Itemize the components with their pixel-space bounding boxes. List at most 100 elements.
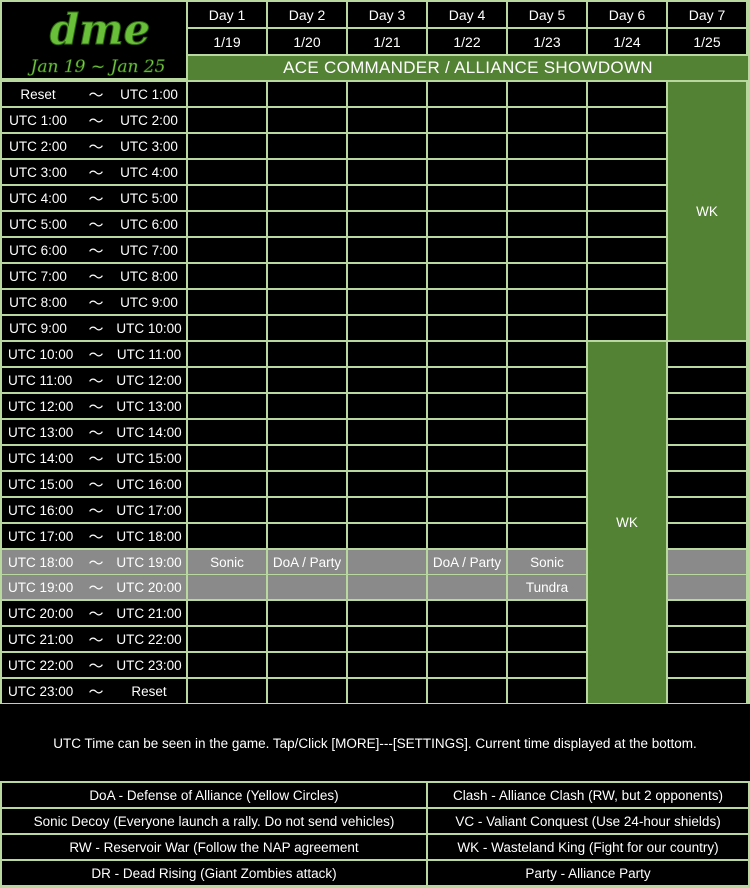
schedule-cell bbox=[188, 498, 266, 522]
schedule-cell bbox=[508, 290, 586, 314]
schedule-cell bbox=[508, 368, 586, 392]
day-header: Day 1 bbox=[188, 2, 266, 27]
slot-end: UTC 23:00 bbox=[116, 657, 182, 673]
slot-start: UTC 16:00 bbox=[8, 502, 74, 518]
slot-separator: ～ bbox=[88, 424, 104, 442]
schedule-cell bbox=[348, 550, 426, 574]
slot-end: Reset bbox=[131, 683, 167, 699]
schedule-cell bbox=[348, 290, 426, 314]
event-cell: Sonic bbox=[508, 550, 586, 574]
schedule-cell bbox=[508, 446, 586, 470]
schedule-cell bbox=[428, 316, 506, 340]
schedule-cell bbox=[428, 601, 506, 625]
schedule-cell bbox=[188, 627, 266, 651]
schedule-cell bbox=[508, 601, 586, 625]
schedule-cell bbox=[668, 368, 746, 392]
schedule-cell bbox=[348, 601, 426, 625]
schedule-cell bbox=[188, 82, 266, 106]
schedule-cell bbox=[508, 264, 586, 288]
schedule-cell bbox=[268, 653, 346, 677]
schedule-cell bbox=[428, 420, 506, 444]
time-slot: UTC 22:00 ～ UTC 23:00 bbox=[2, 653, 186, 677]
schedule-cell bbox=[508, 134, 586, 158]
time-slot: UTC 23:00 ～ Reset bbox=[2, 679, 186, 703]
day-header: Day 4 bbox=[428, 2, 506, 27]
schedule-cell bbox=[188, 446, 266, 470]
slot-separator: ～ bbox=[88, 164, 104, 182]
slot-end: UTC 1:00 bbox=[120, 86, 178, 102]
schedule-cell bbox=[268, 575, 346, 599]
schedule-cell bbox=[268, 264, 346, 288]
schedule-cell bbox=[348, 368, 426, 392]
schedule-cell bbox=[508, 394, 586, 418]
schedule-cell bbox=[348, 186, 426, 210]
slot-separator: ～ bbox=[88, 294, 104, 312]
schedule-cell bbox=[268, 160, 346, 184]
slot-end: UTC 21:00 bbox=[116, 605, 182, 621]
schedule-cell bbox=[268, 186, 346, 210]
day-date: 1/22 bbox=[428, 29, 506, 54]
time-slot: UTC 3:00 ～ UTC 4:00 bbox=[2, 160, 186, 184]
schedule-cell bbox=[508, 472, 586, 496]
schedule-cell bbox=[428, 575, 506, 599]
schedule-cell bbox=[268, 342, 346, 366]
schedule-cell bbox=[668, 420, 746, 444]
schedule-cell bbox=[268, 316, 346, 340]
slot-separator: ～ bbox=[88, 528, 104, 546]
slot-end: UTC 2:00 bbox=[120, 112, 178, 128]
schedule-cell bbox=[588, 212, 666, 236]
time-slot: UTC 13:00 ～ UTC 14:00 bbox=[2, 420, 186, 444]
schedule-cell bbox=[188, 420, 266, 444]
schedule-cell bbox=[348, 394, 426, 418]
time-slot: UTC 15:00 ～ UTC 16:00 bbox=[2, 472, 186, 496]
slot-separator: ～ bbox=[88, 190, 104, 208]
schedule-cell bbox=[588, 316, 666, 340]
schedule-cell bbox=[348, 264, 426, 288]
logo-mark: dme bbox=[50, 5, 151, 54]
slot-start: UTC 21:00 bbox=[8, 631, 74, 647]
day-date: 1/23 bbox=[508, 29, 586, 54]
schedule-cell bbox=[668, 575, 746, 599]
slot-end: UTC 16:00 bbox=[116, 476, 182, 492]
slot-end: UTC 14:00 bbox=[116, 424, 182, 440]
time-slot: UTC 2:00 ～ UTC 3:00 bbox=[2, 134, 186, 158]
schedule-cell bbox=[668, 498, 746, 522]
slot-end: UTC 13:00 bbox=[116, 398, 182, 414]
schedule-cell bbox=[268, 679, 346, 703]
schedule-cell bbox=[188, 653, 266, 677]
slot-separator: ～ bbox=[88, 579, 104, 597]
schedule-cell bbox=[268, 472, 346, 496]
slot-end: UTC 18:00 bbox=[116, 528, 182, 544]
event-cell: Tundra bbox=[508, 575, 586, 599]
day-header: Day 6 bbox=[588, 2, 666, 27]
schedule-cell bbox=[428, 264, 506, 288]
schedule-cell bbox=[668, 472, 746, 496]
time-slot: UTC 20:00 ～ UTC 21:00 bbox=[2, 601, 186, 625]
schedule-cell bbox=[188, 160, 266, 184]
schedule-cell bbox=[428, 524, 506, 548]
event-banner: ACE COMMANDER / ALLIANCE SHOWDOWN bbox=[188, 56, 748, 80]
slot-start: UTC 13:00 bbox=[8, 424, 74, 440]
slot-separator: ～ bbox=[88, 631, 104, 649]
schedule-cell bbox=[268, 627, 346, 651]
utc-note: UTC Time can be seen in the game. Tap/Cl… bbox=[0, 704, 750, 782]
schedule-cell bbox=[508, 498, 586, 522]
slot-separator: ～ bbox=[88, 216, 104, 234]
schedule-cell bbox=[268, 238, 346, 262]
schedule-cell bbox=[348, 316, 426, 340]
schedule-cell bbox=[588, 186, 666, 210]
schedule-cell bbox=[668, 446, 746, 470]
schedule-cell bbox=[348, 627, 426, 651]
schedule-cell bbox=[268, 82, 346, 106]
schedule-cell bbox=[268, 368, 346, 392]
time-slot: UTC 16:00 ～ UTC 17:00 bbox=[2, 498, 186, 522]
slot-end: UTC 12:00 bbox=[116, 372, 182, 388]
time-slot: UTC 9:00 ～ UTC 10:00 bbox=[2, 316, 186, 340]
slot-start: Reset bbox=[20, 86, 56, 102]
slot-start: UTC 12:00 bbox=[8, 398, 74, 414]
schedule-cell bbox=[428, 290, 506, 314]
time-slot: UTC 1:00 ～ UTC 2:00 bbox=[2, 108, 186, 132]
day-date: 1/24 bbox=[588, 29, 666, 54]
schedule-cell bbox=[348, 212, 426, 236]
slot-separator: ～ bbox=[88, 138, 104, 156]
